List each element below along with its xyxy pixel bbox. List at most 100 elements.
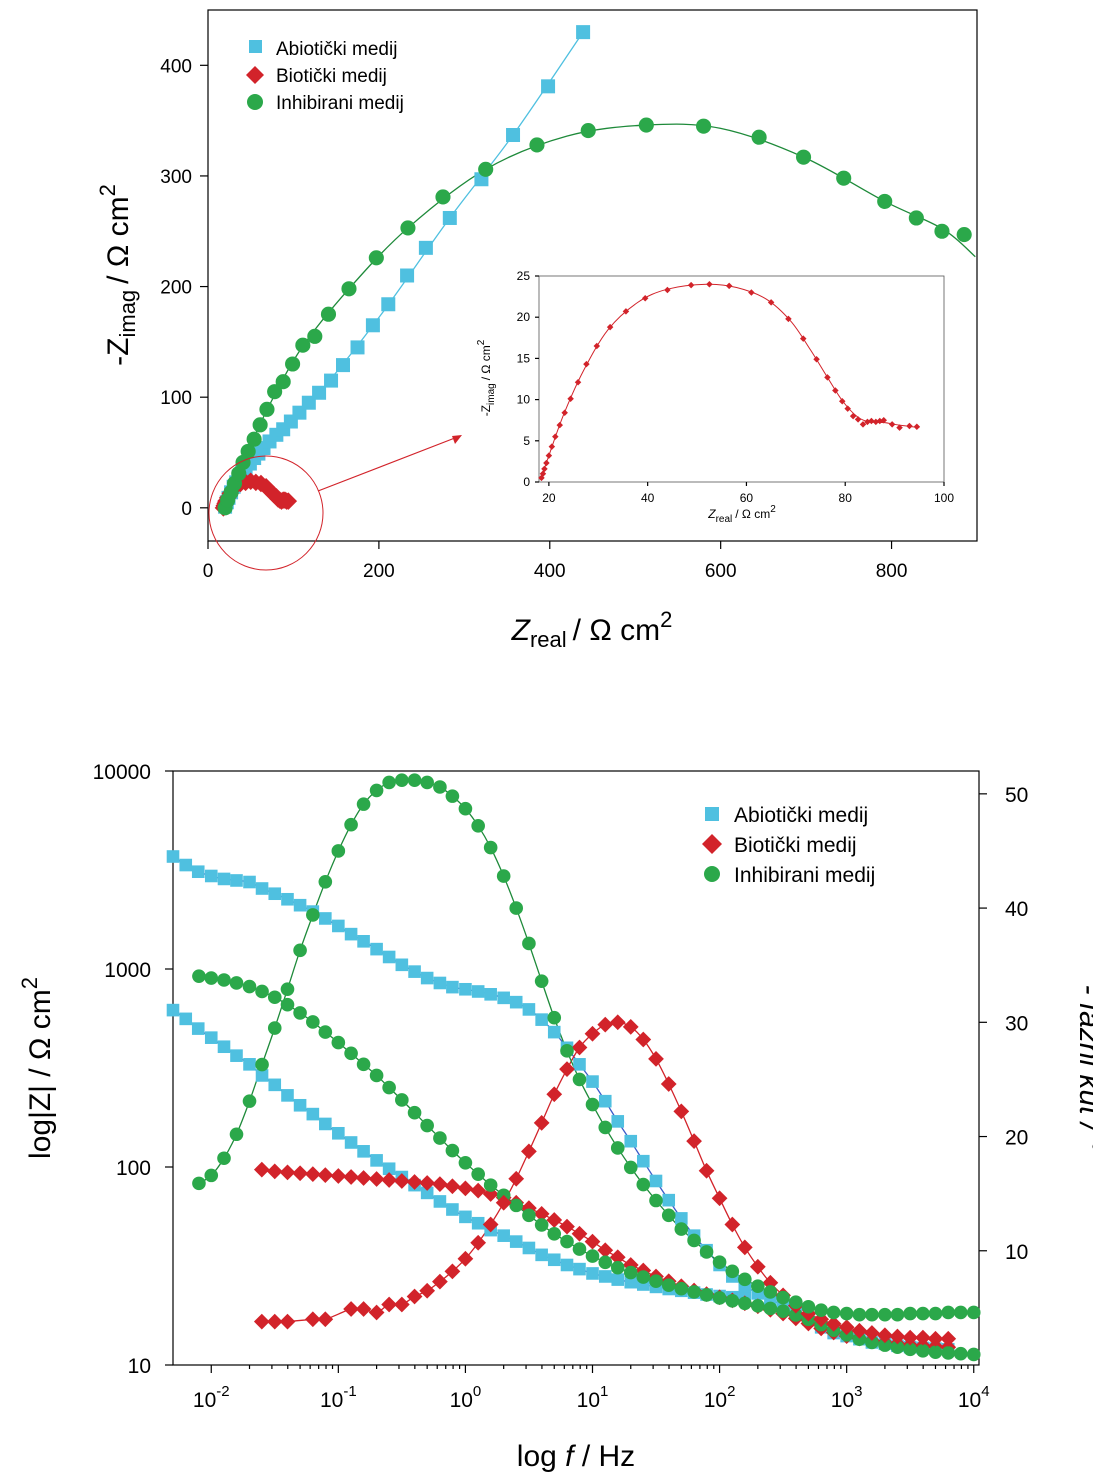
data-point bbox=[217, 973, 231, 987]
data-point bbox=[795, 149, 812, 165]
zoom-arrow-head bbox=[452, 435, 462, 444]
data-point bbox=[418, 240, 433, 255]
data-point bbox=[343, 1301, 359, 1317]
data-point bbox=[785, 315, 792, 323]
data-point bbox=[382, 1080, 396, 1095]
y-tick-label: 25 bbox=[517, 269, 531, 283]
data-point bbox=[674, 1281, 689, 1296]
y-tick-label: 20 bbox=[517, 310, 531, 324]
data-point bbox=[344, 817, 358, 832]
data-point bbox=[229, 1127, 244, 1142]
data-point bbox=[539, 470, 547, 478]
data-point bbox=[749, 1258, 766, 1275]
data-point bbox=[522, 1241, 536, 1255]
data-point bbox=[166, 1003, 180, 1017]
data-point bbox=[880, 416, 887, 424]
data-point bbox=[776, 1290, 790, 1305]
data-point bbox=[350, 340, 365, 355]
data-point bbox=[541, 79, 556, 94]
data-point bbox=[941, 1346, 956, 1360]
inset-y-axis-title: -Zimag/ Ω cm2 bbox=[476, 339, 497, 416]
data-point bbox=[751, 1299, 765, 1313]
data-point bbox=[243, 1058, 256, 1071]
data-point bbox=[408, 965, 421, 978]
data-point bbox=[546, 1086, 563, 1103]
data-point bbox=[406, 1174, 423, 1190]
data-point bbox=[902, 1329, 919, 1346]
data-point bbox=[484, 988, 497, 1001]
data-point bbox=[865, 1307, 879, 1322]
data-point bbox=[878, 1307, 892, 1322]
data-point bbox=[432, 1273, 448, 1290]
y-tick-label: 10000 bbox=[93, 761, 151, 784]
x-tick-label: 101 bbox=[577, 1383, 609, 1412]
data-point bbox=[767, 299, 775, 306]
data-point bbox=[966, 1305, 981, 1320]
data-point bbox=[275, 374, 291, 390]
legend-biotic-diamond-icon bbox=[246, 66, 264, 84]
data-point bbox=[304, 1311, 321, 1328]
nyquist-x-axis-title: Zreal / Ω cm2 bbox=[511, 607, 673, 652]
data-point bbox=[331, 844, 346, 858]
data-point bbox=[686, 1133, 702, 1149]
data-point bbox=[661, 1278, 676, 1292]
nyquist-inset: 20 40 60 80 100 0 5 10 15 20 25 Zreal / Ω cm2 -Zim… bbox=[476, 269, 954, 525]
data-point bbox=[890, 1307, 905, 1322]
zoom-circle bbox=[208, 455, 324, 571]
y-tick-label: 15 bbox=[517, 351, 531, 365]
data-point bbox=[560, 1258, 574, 1272]
data-point bbox=[916, 1343, 930, 1358]
data-point bbox=[252, 417, 268, 433]
data-point bbox=[307, 328, 323, 344]
x-tick-label: 0 bbox=[203, 561, 214, 582]
data-point bbox=[849, 412, 857, 420]
data-point bbox=[789, 1295, 803, 1309]
data-point bbox=[585, 1097, 600, 1112]
data-point bbox=[580, 123, 596, 139]
bode-y2-ticks: 10 20 30 40 50 bbox=[979, 784, 1028, 1264]
data-point bbox=[636, 1154, 650, 1168]
data-point bbox=[535, 1248, 548, 1262]
data-point bbox=[529, 137, 545, 153]
data-point bbox=[583, 360, 590, 368]
data-point bbox=[433, 1131, 447, 1145]
inset-y-ticks: 0 5 10 15 20 25 bbox=[517, 269, 539, 489]
data-point bbox=[548, 443, 556, 450]
data-point bbox=[913, 423, 921, 431]
bode-x-axis-title: log f / Hz bbox=[517, 1440, 635, 1473]
data-point bbox=[217, 872, 231, 886]
data-point bbox=[789, 1308, 803, 1322]
data-point bbox=[854, 416, 862, 423]
data-point bbox=[293, 943, 307, 958]
data-point bbox=[306, 1015, 320, 1029]
data-point bbox=[838, 1319, 855, 1336]
data-point bbox=[332, 1126, 345, 1140]
legend-abiotic-square-icon bbox=[249, 40, 262, 53]
data-point bbox=[369, 783, 384, 798]
data-point bbox=[543, 459, 550, 467]
data-point bbox=[319, 1117, 332, 1131]
bode-y2-axis-title: - fazni kut / ° bbox=[1073, 984, 1093, 1151]
data-point bbox=[204, 869, 218, 883]
data-point bbox=[824, 374, 831, 381]
data-point bbox=[706, 280, 713, 288]
data-point bbox=[712, 1291, 727, 1305]
data-point bbox=[941, 1305, 956, 1320]
data-point bbox=[306, 1107, 320, 1121]
x-tick-label: 100 bbox=[934, 491, 954, 505]
data-point bbox=[229, 976, 244, 990]
data-point bbox=[357, 1145, 370, 1158]
data-point bbox=[712, 1255, 727, 1269]
data-point bbox=[865, 1335, 879, 1350]
legend-abiotic-label: Abiotički medij bbox=[276, 39, 397, 60]
data-point bbox=[610, 1260, 625, 1275]
data-point bbox=[545, 452, 553, 459]
data-point bbox=[446, 1203, 459, 1216]
y-tick-label: 0 bbox=[523, 475, 530, 489]
data-point bbox=[934, 223, 950, 239]
data-point bbox=[382, 775, 396, 790]
data-point bbox=[623, 1160, 638, 1175]
data-point bbox=[561, 409, 568, 417]
data-point bbox=[585, 1249, 600, 1263]
y2-tick-label: 30 bbox=[1005, 1012, 1028, 1035]
